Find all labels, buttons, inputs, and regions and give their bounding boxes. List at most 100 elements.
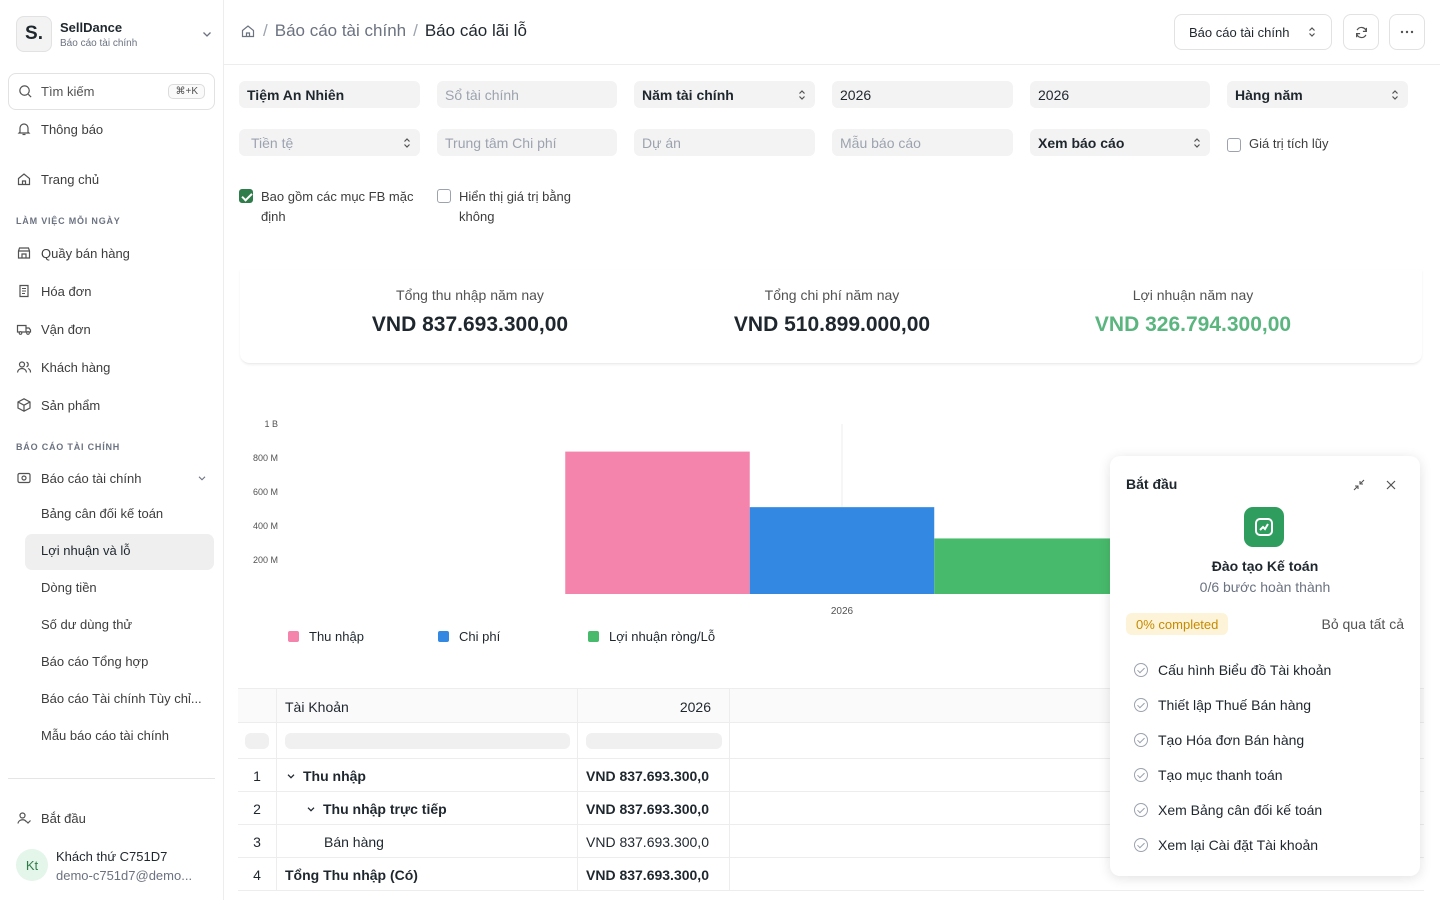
sidebar-item-balance-sheet[interactable]: Bảng cân đối kế toán <box>41 506 164 521</box>
cost-center-field[interactable]: Trung tâm Chi phí <box>437 129 617 156</box>
chevron-down-icon[interactable] <box>285 770 297 782</box>
step-item[interactable]: Xem Bảng cân đối kế toán <box>1134 802 1322 818</box>
period-type-select[interactable]: Năm tài chính <box>634 81 815 108</box>
search-icon <box>19 85 32 98</box>
home-icon[interactable] <box>240 23 256 39</box>
expense-value: VND 510.899.000,00 <box>733 313 931 336</box>
sidebar-item-cash-flow[interactable]: Dòng tiền <box>41 580 97 595</box>
table-row[interactable]: 1 Thu nhập VND 837.693.300,0 <box>238 759 1424 792</box>
page-header: / Báo cáo tài chính / Báo cáo lãi lỗ Báo… <box>224 0 1440 65</box>
close-icon[interactable] <box>1384 478 1398 492</box>
currency-select[interactable]: Tiền tệ <box>239 129 420 156</box>
row-account-label: Tổng Thu nhập (Có) <box>285 866 418 883</box>
refresh-button[interactable] <box>1343 14 1379 50</box>
chevron-down-icon[interactable] <box>305 803 317 815</box>
step-item[interactable]: Tạo mục thanh toán <box>1134 767 1283 783</box>
sidebar-group-financial-reports[interactable]: Báo cáo tài chính <box>16 468 208 488</box>
avatar[interactable]: Kt <box>16 849 48 881</box>
filter-placeholder <box>586 733 722 749</box>
expense-card: Tổng chi phí năm nay VND 510.899.000,00 <box>652 287 1012 337</box>
step-item[interactable]: Thiết lập Thuế Bán hàng <box>1134 697 1311 713</box>
skip-all-button[interactable]: Bỏ qua tất cả <box>1321 616 1404 632</box>
sidebar-item-label: Vận đơn <box>41 321 91 337</box>
period-type-value: Năm tài chính <box>642 86 734 103</box>
breadcrumb: / Báo cáo tài chính / Báo cáo lãi lỗ <box>240 21 527 41</box>
company-value: Tiệm An Nhiên <box>247 86 345 103</box>
include-default-fb-checkbox[interactable]: Bao gồm các mục FB mặc định <box>239 187 414 227</box>
report-view-select[interactable]: Xem báo cáo <box>1030 129 1210 156</box>
sidebar-item-pos[interactable]: Quầy bán hàng <box>16 243 130 263</box>
search-button[interactable]: Tìm kiếm ⌘+K <box>8 73 215 110</box>
check-circle-icon <box>1134 663 1148 677</box>
more-button[interactable] <box>1389 14 1425 50</box>
y-tick-label: 600 M <box>253 487 278 497</box>
workspace-switcher[interactable]: S. SellDance Báo cáo tài chính <box>16 15 214 53</box>
periodicity-select[interactable]: Hàng năm <box>1227 81 1408 108</box>
y-tick-label: 400 M <box>253 521 278 531</box>
select-arrows-icon <box>404 137 410 148</box>
step-item[interactable]: Xem lại Cài đặt Tài khoản <box>1134 837 1318 853</box>
accumulated-values-checkbox[interactable]: Giá trị tích lũy <box>1227 136 1328 152</box>
show-zero-values-checkbox[interactable]: Hiển thị giá trị bằng không <box>437 187 607 227</box>
sidebar-item-notifications[interactable]: Thông báo <box>16 119 103 139</box>
report-type-select[interactable]: Báo cáo tài chính <box>1174 14 1332 50</box>
brand-subtitle: Báo cáo tài chính <box>60 37 138 49</box>
table-row[interactable]: 3 Bán hàng VND 837.693.300,0 <box>238 825 1424 858</box>
step-label: Cấu hình Biểu đồ Tài khoản <box>1158 662 1332 678</box>
project-field[interactable]: Dự án <box>634 129 815 156</box>
to-year-field[interactable]: 2026 <box>1030 81 1210 108</box>
row-account-label: Thu nhập <box>303 767 366 784</box>
check-circle-icon <box>1134 768 1148 782</box>
minimize-icon[interactable] <box>1352 478 1366 492</box>
sidebar-item-invoice[interactable]: Hóa đơn <box>16 281 91 301</box>
checkbox-box-checked <box>239 189 253 203</box>
row-value: VND 837.693.300,0 <box>578 759 730 792</box>
sidebar-item-report-template[interactable]: Mẫu báo cáo tài chính <box>41 728 169 743</box>
step-label: Xem Bảng cân đối kế toán <box>1158 802 1323 818</box>
refresh-icon <box>1355 26 1367 38</box>
row-account: Thu nhập <box>277 759 578 792</box>
sidebar-item-home[interactable]: Trang chủ <box>16 169 99 189</box>
row-account-label: Bán hàng <box>324 833 384 850</box>
truck-icon <box>16 324 32 335</box>
report-view-value: Xem báo cáo <box>1038 134 1125 151</box>
accounting-training-icon <box>1244 507 1284 547</box>
x-tick-label: 2026 <box>831 606 854 617</box>
step-item[interactable]: Cấu hình Biểu đồ Tài khoản <box>1134 662 1331 678</box>
sidebar-item-label: Bắt đầu <box>41 810 86 826</box>
step-label: Tạo mục thanh toán <box>1158 767 1283 783</box>
table-row[interactable]: 4 Tổng Thu nhập (Có) VND 837.693.300,0 <box>238 858 1424 891</box>
sidebar-item-customers[interactable]: Khách hàng <box>16 357 110 377</box>
report-template-field[interactable]: Mẫu báo cáo <box>832 129 1013 156</box>
sidebar-item-getting-started[interactable]: Bắt đầu <box>16 808 86 828</box>
legend-swatch <box>438 631 449 642</box>
from-year-field[interactable]: 2026 <box>832 81 1013 108</box>
bar-1 <box>565 451 750 594</box>
filter-account[interactable] <box>277 723 578 759</box>
profit-value: VND 326.794.300,00 <box>1094 313 1292 336</box>
brand-name: SellDance <box>60 19 123 35</box>
breadcrumb-parent[interactable]: Báo cáo tài chính <box>274 21 407 40</box>
select-arrows-icon <box>1392 89 1398 100</box>
sidebar-item-trial-balance[interactable]: Số dư dùng thử <box>41 617 133 632</box>
sidebar: S. SellDance Báo cáo tài chính Tìm kiếm … <box>0 0 224 900</box>
sidebar-item-consolidated[interactable]: Báo cáo Tổng hợp <box>41 654 149 669</box>
sidebar-item-label: Hóa đơn <box>41 283 92 299</box>
sidebar-item-shipping[interactable]: Vận đơn <box>16 319 91 339</box>
sidebar-item-custom-report[interactable]: Báo cáo Tài chính Tùy chỉ... <box>41 691 202 706</box>
header-account[interactable]: Tài Khoản <box>277 689 578 724</box>
currency-placeholder: Tiền tệ <box>251 134 294 151</box>
table-row[interactable]: 2 Thu nhập trực tiếp VND 837.693.300,0 <box>238 792 1424 825</box>
breadcrumb-separator: / <box>413 21 418 40</box>
to-year-value: 2026 <box>1038 86 1070 103</box>
header-year[interactable]: 2026 <box>578 689 730 724</box>
step-item[interactable]: Tạo Hóa đơn Bán hàng <box>1134 732 1304 748</box>
filter-year[interactable] <box>578 723 730 759</box>
sidebar-item-profit-loss[interactable]: Lợi nhuận và lỗ <box>41 543 131 558</box>
legend-label: Chi phí <box>459 629 501 644</box>
onboarding-panel: Bắt đầu Đào tạo Kế toán 0/6 bước hoàn th… <box>1110 456 1420 876</box>
company-field[interactable]: Tiệm An Nhiên <box>239 81 420 108</box>
sidebar-item-products[interactable]: Sản phẩm <box>16 395 100 415</box>
y-tick-label: 1 B <box>264 419 278 429</box>
finance-book-field[interactable]: Sổ tài chính <box>437 81 617 108</box>
